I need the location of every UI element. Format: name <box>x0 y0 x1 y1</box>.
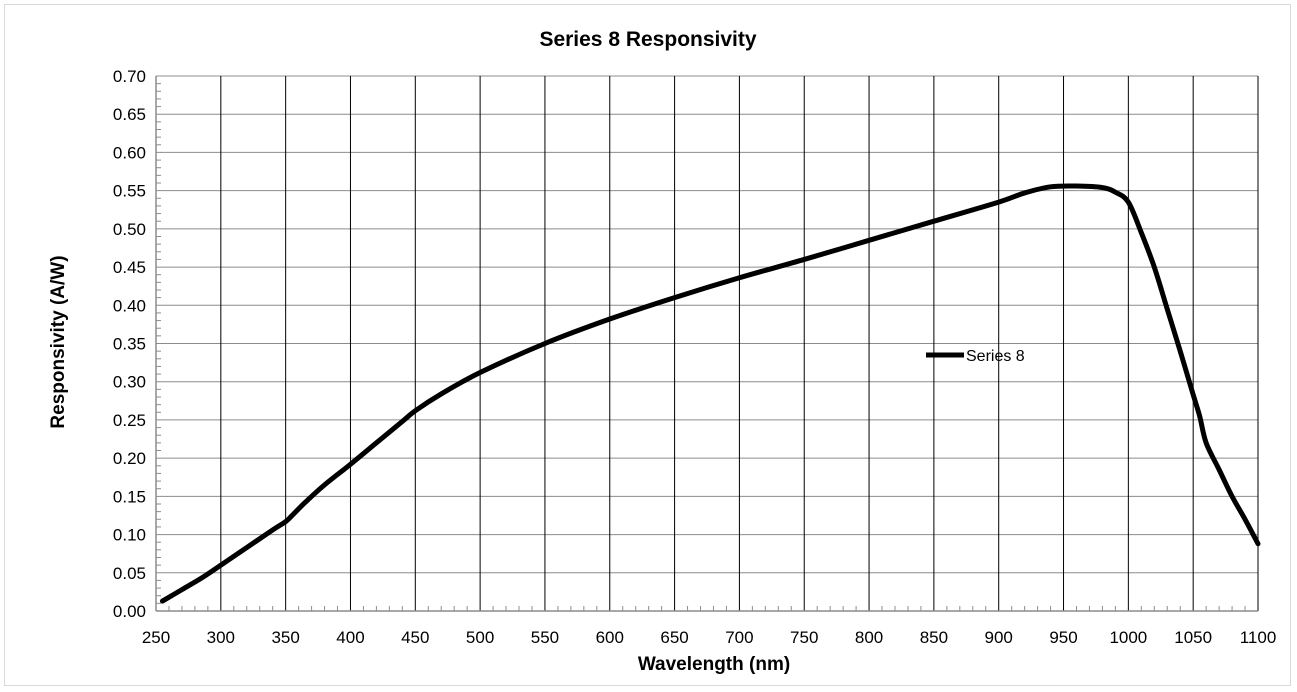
x-tick-label: 500 <box>466 628 494 647</box>
y-tick-label: 0.20 <box>113 449 146 468</box>
y-tick-label: 0.40 <box>113 296 146 315</box>
y-tick-label: 0.35 <box>113 335 146 354</box>
x-tick-label: 700 <box>725 628 753 647</box>
minor-ticks <box>156 83 1246 611</box>
x-tick-label: 350 <box>271 628 299 647</box>
grid-lines <box>155 75 1259 612</box>
x-tick-label: 650 <box>660 628 688 647</box>
y-tick-labels: 0.00 0.05 0.10 0.15 0.20 0.25 0.30 0.35 0.40 0.45… <box>113 67 146 621</box>
y-tick-label: 0.15 <box>113 487 146 506</box>
legend: Series 8 <box>926 348 1025 365</box>
y-tick-label: 0.60 <box>113 143 146 162</box>
x-tick-label: 900 <box>985 628 1013 647</box>
y-tick-label: 0.00 <box>113 602 146 621</box>
y-tick-label: 0.50 <box>113 220 146 239</box>
x-tick-label: 250 <box>142 628 170 647</box>
x-tick-label: 800 <box>855 628 883 647</box>
x-axis-title: Wavelength (nm) <box>638 654 790 675</box>
y-tick-label: 0.45 <box>113 258 146 277</box>
y-tick-label: 0.55 <box>113 182 146 201</box>
x-tick-label: 750 <box>790 628 818 647</box>
y-tick-label: 0.25 <box>113 411 146 430</box>
x-tick-label: 950 <box>1049 628 1077 647</box>
y-tick-label: 0.05 <box>113 564 146 583</box>
series-line-series-8 <box>159 183 1261 604</box>
y-tick-label: 0.30 <box>113 373 146 392</box>
y-tick-label: 0.70 <box>113 67 146 86</box>
legend-label-series-8: Series 8 <box>966 348 1025 365</box>
x-tick-label: 450 <box>401 628 429 647</box>
y-tick-label: 0.10 <box>113 526 146 545</box>
x-tick-label: 1100 <box>1240 628 1277 647</box>
y-tick-label: 0.65 <box>113 105 146 124</box>
y-axis-title: Responsivity (A/W) <box>48 255 69 428</box>
chart-title: Series 8 Responsivity <box>539 28 756 51</box>
x-tick-label: 300 <box>207 628 235 647</box>
x-tick-label: 850 <box>920 628 948 647</box>
x-tick-labels: 250 300 350 400 450 500 550 600 650 700 750 800 850 9… <box>142 628 1276 647</box>
x-tick-label: 600 <box>596 628 624 647</box>
x-tick-label: 1050 <box>1174 628 1212 647</box>
x-tick-label: 550 <box>531 628 559 647</box>
x-tick-label: 400 <box>336 628 364 647</box>
series-lines <box>159 183 1261 604</box>
x-tick-label: 1000 <box>1109 628 1147 647</box>
